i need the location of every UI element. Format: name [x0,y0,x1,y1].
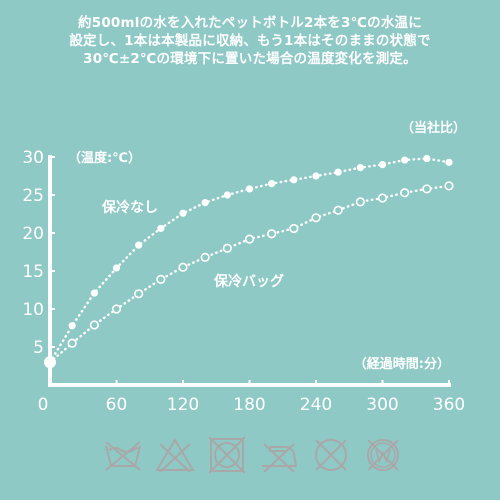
point-cooler-bag [311,213,321,223]
point-no-insulation [135,241,143,249]
point-cooler-bag [422,184,432,194]
no-ironing-icon [262,443,298,473]
point-no-insulation [445,158,453,166]
point-no-insulation [157,224,165,233]
series-label-no-insulation: 保冷なし [101,199,158,216]
x-tick-label: 240 [300,395,332,415]
no-tumble-dry-icon [208,436,246,474]
y-tick-label: 15 [22,262,44,282]
point-no-insulation [312,172,320,180]
y-tick-label: 10 [22,300,44,320]
point-cooler-bag [333,205,343,215]
point-cooler-bag [222,243,232,253]
no-dry-clean-icon [315,439,347,471]
point-no-insulation [68,322,76,330]
point-cooler-bag [267,229,277,239]
point-no-insulation [179,209,187,217]
no-washing-icon [105,441,141,471]
point-no-insulation [268,180,276,188]
description-line-3: 30℃±2℃の環境下に置いた場合の温度変化を測定。 [83,51,417,67]
description-line-1: 約500mlの水を入れたペットボトル2本を3℃の水温に [78,15,422,31]
point-no-insulation [356,164,364,172]
care-icons [100,432,400,478]
x-tick-label: 360 [433,395,465,415]
point-cooler-bag [156,274,166,284]
chart-series [44,154,454,369]
start-point [44,356,56,369]
no-bleach-icon [155,438,195,473]
point-cooler-bag [377,193,388,203]
x-tick-label: 180 [233,395,265,415]
x-tick-label: 120 [167,395,199,415]
point-cooler-bag [355,197,365,207]
point-cooler-bag [178,262,188,272]
description: 約500mlの水を入れたペットボトル2本を3℃の水温に 設定し、1本は本製品に収… [0,14,500,68]
point-no-insulation [245,185,254,193]
point-cooler-bag [134,289,144,299]
x-tick-label: 0 [38,395,49,415]
y-tick-label: 5 [33,338,44,358]
point-no-insulation [378,161,387,169]
y-tick-label: 20 [22,224,44,244]
description-line-2: 設定し、1本は本製品に収納、もう1本はそのままの状態で [69,33,431,49]
point-cooler-bag [400,188,410,198]
point-cooler-bag [289,223,299,234]
point-cooler-bag [67,338,77,348]
x-axis-label: （経過時間:分） [354,356,450,372]
point-cooler-bag [200,252,210,262]
y-axis-label: （温度:℃） [68,150,141,166]
y-tick-label: 30 [22,148,44,168]
point-cooler-bag [111,304,122,314]
point-no-insulation [334,168,342,176]
source-note: （当社比） [400,121,466,136]
point-no-insulation [90,289,98,297]
point-no-insulation [223,191,231,199]
series-label-cooler-bag: 保冷バッグ [213,273,284,290]
point-cooler-bag [244,234,255,244]
point-no-insulation [290,176,298,184]
x-tick-label: 300 [366,395,398,415]
point-no-insulation [423,154,431,163]
point-no-insulation [201,199,209,207]
point-no-insulation [112,264,121,272]
point-cooler-bag [444,181,454,191]
point-cooler-bag [89,320,99,330]
point-no-insulation [401,156,409,164]
y-tick-label: 25 [22,186,44,206]
x-tick-label: 60 [106,395,128,415]
no-wet-clean-icon [367,439,399,471]
